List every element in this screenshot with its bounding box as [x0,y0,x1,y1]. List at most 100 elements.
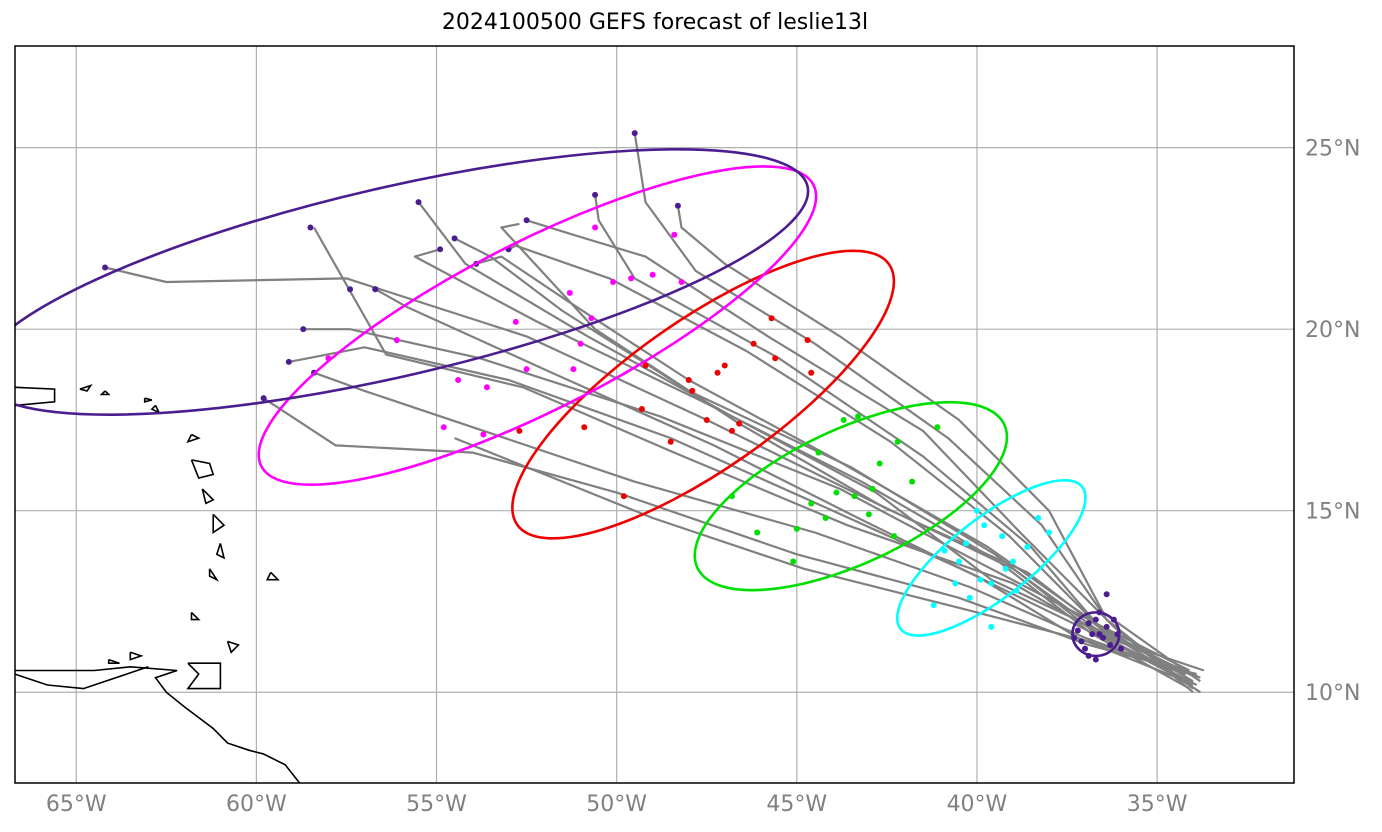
forecast-position-t120 [260,395,267,402]
forecast-position-t0 [1082,645,1089,652]
coastline [107,658,120,665]
forecast-positions [102,130,1125,663]
forecast-position-t72 [721,362,728,369]
forecast-position-t24 [1046,529,1053,536]
forecast-position-t96 [483,384,490,391]
forecast-position-t96 [523,366,530,373]
forecast-position-t96 [566,289,573,296]
coastline [186,662,222,690]
lon-tick-label: 40°W [947,792,1008,817]
forecast-position-t0 [1103,623,1110,630]
forecast-position-t96 [588,315,595,322]
coastline [208,568,220,582]
forecast-position-t96 [671,231,678,238]
forecast-position-t120 [102,264,109,271]
forecast-position-t48 [851,493,858,500]
uncertainty-ellipse-t120 [15,148,810,416]
forecast-position-t48 [790,558,797,565]
forecast-position-t0 [1092,616,1099,623]
uncertainty-ellipses [15,148,1121,658]
forecast-position-t24 [930,602,937,609]
forecast-position-t0 [1118,645,1125,652]
uncertainty-ellipse-t96 [257,165,818,486]
coastline [226,640,240,654]
forecast-position-t72 [581,424,588,431]
coastline [15,386,56,407]
forecast-position-t120 [415,199,422,206]
coastline [190,459,215,479]
latitude-ticks: 10°N 15°N 20°N 25°N [1305,137,1360,707]
forecast-position-t120 [372,286,379,293]
longitude-ticks: 65°W 60°W 55°W 50°W 45°W 40°W 35°W [46,792,1188,817]
forecast-position-t24 [952,580,959,587]
coastline [190,611,201,621]
forecast-position-t120 [347,286,354,293]
ensemble-track [500,222,1198,679]
forecast-position-t96 [628,275,635,282]
forecast-position-t120 [523,217,530,224]
forecast-position-t72 [728,427,735,434]
forecast-position-t24 [1002,565,1009,572]
lon-tick-label: 35°W [1127,792,1188,817]
ensemble-track [676,205,1201,683]
forecast-position-t24 [966,594,973,601]
coastline [201,488,215,505]
coastline [15,665,301,783]
forecast-position-t24 [1024,544,1031,551]
coastline [143,397,153,403]
forecast-position-t24 [963,540,970,547]
coastline [212,513,226,535]
forecast-position-t48 [869,485,876,492]
forecast-position-t24 [941,547,948,554]
forecast-position-t48 [934,424,941,431]
forecast-position-t72 [620,493,627,500]
forecast-position-t72 [689,387,696,394]
ensemble-track [633,132,1194,690]
forecast-position-t48 [822,514,829,521]
forecast-position-t48 [876,460,883,467]
forecast-position-t0 [1107,642,1114,649]
forecast-position-t96 [512,318,519,325]
forecast-position-t48 [833,489,840,496]
coastlines [15,384,301,783]
lat-tick-label: 20°N [1305,318,1360,343]
forecast-position-t0 [1100,634,1107,641]
uncertainty-ellipse-t24 [895,478,1087,637]
forecast-position-t120 [674,202,681,209]
uncertainty-ellipse-t0 [1071,611,1121,658]
forecast-position-t96 [592,224,599,231]
coastline [215,543,226,560]
forecast-position-t72 [516,427,523,434]
lon-tick-label: 55°W [406,792,467,817]
ensemble-track [374,288,1194,686]
ensemble-track [313,371,1187,676]
forecast-position-t96 [455,377,462,384]
forecast-position-t96 [440,424,447,431]
forecast-position-t96 [570,366,577,373]
forecast-position-t96 [678,278,685,285]
forecast-position-t96 [610,278,617,285]
forecast-position-t48 [815,449,822,456]
forecast-position-t24 [1035,514,1042,521]
lat-tick-label: 25°N [1305,137,1360,162]
forecast-position-t72 [638,406,645,413]
forecast-position-t48 [865,511,872,518]
forecast-position-t24 [981,522,988,529]
forecast-position-t48 [793,525,800,532]
lon-tick-label: 65°W [46,792,107,817]
coastline [99,390,111,396]
map-frame [14,45,1295,784]
lat-tick-label: 10°N [1305,681,1360,706]
forecast-position-t24 [973,507,980,514]
coastline [15,666,149,690]
forecast-position-t24 [1009,558,1016,565]
uncertainty-ellipse-t48 [693,400,1009,592]
forecast-position-t120 [437,246,444,253]
forecast-position-t120 [285,358,292,365]
forecast-position-t0 [1103,591,1110,598]
coastline [265,571,280,581]
lon-tick-label: 45°W [766,792,827,817]
coastline [129,651,144,661]
uncertainty-ellipse-t72 [511,249,896,540]
